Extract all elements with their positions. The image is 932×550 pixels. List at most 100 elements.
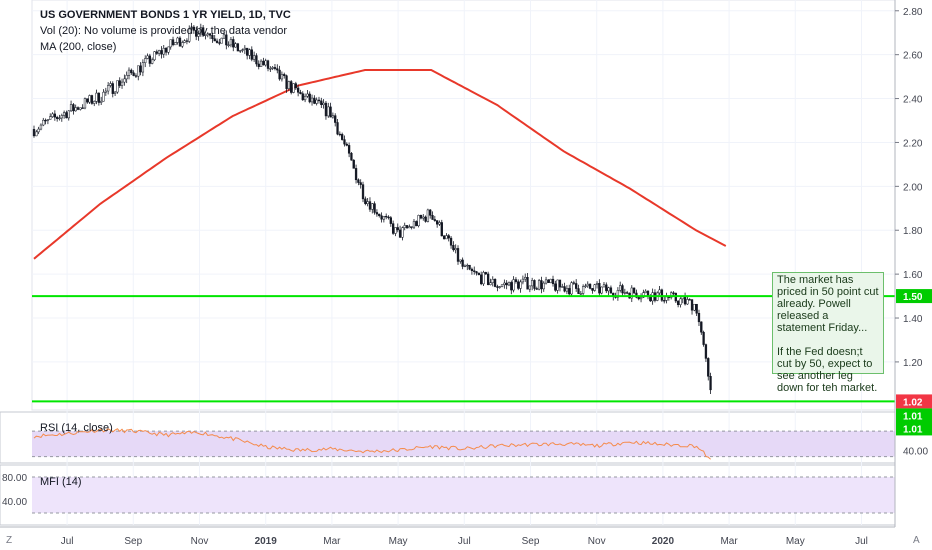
candle-body xyxy=(558,279,562,288)
candle-body xyxy=(535,288,538,290)
candle-body xyxy=(431,215,434,220)
candle-body xyxy=(58,117,61,120)
candle-body xyxy=(255,55,258,65)
x-tick-label: Nov xyxy=(191,536,209,547)
x-tick-label: 2019 xyxy=(255,536,278,547)
price-label-text: 1.50 xyxy=(903,292,923,303)
mfi-legend[interactable]: MFI (14) xyxy=(40,476,82,488)
price-label-box xyxy=(896,408,932,423)
candle-body xyxy=(273,67,277,69)
candle-body xyxy=(60,115,63,119)
candle-body xyxy=(704,344,708,359)
price-label-box xyxy=(896,394,932,409)
candle-body xyxy=(109,83,112,86)
candle-body xyxy=(454,248,457,251)
candle-body xyxy=(134,75,138,77)
candle-body xyxy=(503,282,506,285)
candle-body xyxy=(338,133,341,136)
candle-body xyxy=(533,280,536,289)
candle-body xyxy=(551,278,555,285)
mfi-band xyxy=(32,477,895,513)
candle-body xyxy=(683,296,687,305)
zoom-toggle-icon[interactable]: Z xyxy=(6,535,13,546)
candle-body xyxy=(49,116,52,120)
candle-body xyxy=(234,43,237,48)
candle-body xyxy=(577,288,580,294)
candle-body xyxy=(53,113,57,118)
candle-body xyxy=(484,272,487,275)
candle-body xyxy=(630,287,633,299)
annotation-note[interactable]: The market has priced in 50 point cut al… xyxy=(772,272,884,394)
candle-body xyxy=(183,40,186,43)
price-label-text: 1.02 xyxy=(903,397,923,408)
candle-body xyxy=(475,271,478,274)
candle-body xyxy=(542,282,545,290)
x-tick-label: Sep xyxy=(522,536,540,547)
candle-body xyxy=(236,43,240,52)
candle-body xyxy=(368,201,372,210)
candle-body xyxy=(285,75,288,89)
candle-body xyxy=(241,49,244,51)
candle-body xyxy=(537,280,541,290)
candle-body xyxy=(595,283,599,285)
candle-body xyxy=(426,209,430,222)
auto-scale-icon[interactable]: A xyxy=(913,535,920,546)
candle-body xyxy=(366,201,369,204)
candle-body xyxy=(90,95,94,104)
candle-body xyxy=(415,221,418,227)
candle-body xyxy=(389,217,392,224)
candle-body xyxy=(178,37,182,47)
candle-body xyxy=(512,279,515,291)
candle-body xyxy=(623,292,626,294)
candle-body xyxy=(440,222,443,237)
x-tick-label: Mar xyxy=(323,536,341,547)
candle-body xyxy=(266,60,270,69)
candle-body xyxy=(709,376,712,391)
candle-body xyxy=(220,37,223,44)
ma-legend[interactable]: MA (200, close) xyxy=(40,41,117,53)
candle-body xyxy=(391,223,395,234)
x-tick-label: Mar xyxy=(720,536,738,547)
candle-body xyxy=(197,33,200,37)
y-tick-label: 1.40 xyxy=(903,314,923,325)
mfi-layer: 80.00 40.00 xyxy=(2,473,895,514)
price-label-text: 1.01 xyxy=(903,424,923,435)
candle-body xyxy=(320,100,323,105)
y-tick-label: 2.40 xyxy=(903,95,923,106)
candle-body xyxy=(507,282,511,286)
candle-body xyxy=(500,284,504,287)
volume-legend[interactable]: Vol (20): No volume is provided by the d… xyxy=(40,25,288,37)
candle-body xyxy=(201,27,205,36)
candle-body xyxy=(521,278,525,283)
candle-body xyxy=(359,182,362,185)
candle-body xyxy=(347,145,351,154)
candle-body xyxy=(130,69,133,74)
candle-body xyxy=(568,288,571,295)
rsi-legend[interactable]: RSI (14, close) xyxy=(40,422,113,434)
candle-body xyxy=(528,285,531,290)
x-tick-label: May xyxy=(389,536,408,547)
candle-body xyxy=(405,225,409,229)
candle-body xyxy=(642,292,645,298)
candle-body xyxy=(343,139,346,145)
candle-body xyxy=(676,300,680,305)
candle-body xyxy=(486,273,490,286)
candle-body xyxy=(132,72,135,76)
candle-body xyxy=(693,303,696,311)
candle-body xyxy=(707,358,710,377)
candle-body xyxy=(239,50,242,52)
candle-body xyxy=(113,91,117,94)
candle-body xyxy=(169,39,172,48)
candle-body xyxy=(489,282,492,286)
candle-body xyxy=(144,58,147,64)
candle-body xyxy=(602,284,606,288)
candle-body xyxy=(271,67,274,69)
candle-body xyxy=(292,83,295,93)
candle-body xyxy=(398,229,402,238)
y-tick-label: 1.80 xyxy=(903,226,923,237)
candle-body xyxy=(424,216,427,222)
candle-body xyxy=(575,283,578,289)
candle-body xyxy=(32,129,36,137)
candle-body xyxy=(56,116,59,119)
